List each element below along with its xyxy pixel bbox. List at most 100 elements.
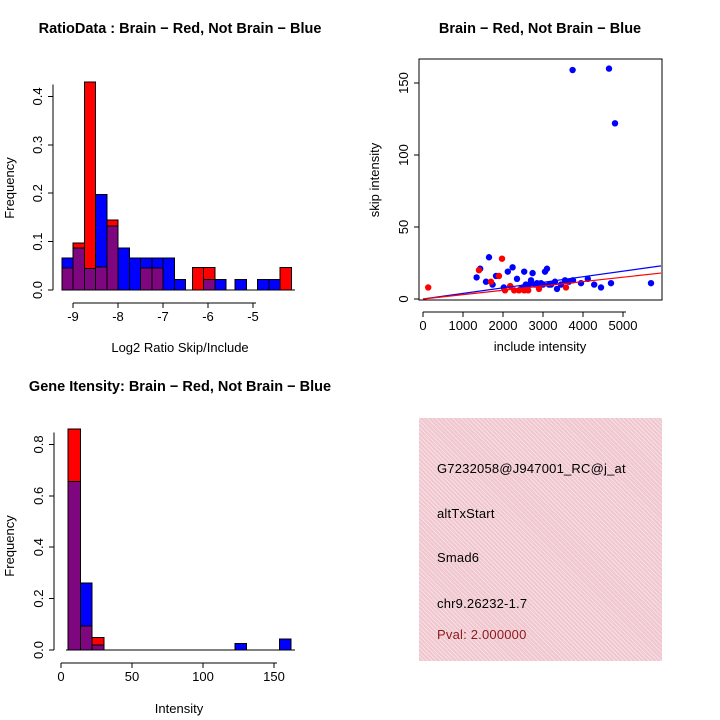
bar-blue (128, 257, 141, 291)
fit-line-blue (422, 265, 662, 300)
y-axis: 0.0 0.1 0.2 0.3 0.4 (30, 84, 54, 299)
x-tick-label: -8 (112, 309, 124, 324)
scatter-point-blue (543, 265, 551, 272)
scatter-point-red (498, 255, 506, 262)
bar-overlap (61, 267, 74, 291)
scatter-point-red (525, 287, 532, 294)
y-tick-label: 100 (396, 144, 411, 166)
scatter-point-blue (647, 279, 655, 287)
locus-text: chr9.26232-1.7 (437, 596, 528, 611)
scatter-point-red (487, 278, 495, 285)
y-axis: 0 50 100 150 (396, 71, 420, 303)
scatter-point-red (562, 284, 570, 291)
y-tick-label: 0.2 (30, 184, 45, 202)
chart-title: Gene Itensity: Brain − Red, Not Brain − … (29, 379, 331, 395)
bar-overlap (106, 225, 119, 291)
event-type-text: altTxStart (437, 506, 495, 521)
bar-overlap (67, 481, 82, 651)
x-axis: -9 -8 -7 -6 -5 (67, 302, 259, 324)
y-axis-title: Frequency (2, 515, 17, 577)
scatter-point-blue (513, 275, 521, 283)
scatter-point-red (425, 284, 432, 291)
y-tick-label: 0.8 (31, 435, 46, 453)
y-tick-label: 0.6 (31, 487, 46, 505)
fit-line-red (422, 272, 662, 300)
y-tick-label: 0 (396, 295, 411, 302)
x-tick-label: 5000 (609, 318, 638, 333)
scatter-point-blue (521, 268, 528, 275)
intensity-scatter-panel: Brain − Red, Not Brain − Blue include int… (367, 21, 663, 354)
y-axis-title: Frequency (2, 157, 17, 219)
x-tick-label: -5 (247, 309, 259, 324)
x-tick-label: 4000 (569, 318, 598, 333)
plot-box (418, 58, 663, 301)
bar-overlap (72, 247, 85, 291)
y-tick-label: 0.4 (30, 87, 45, 105)
bar-overlap (203, 278, 216, 291)
bar-blue (268, 278, 281, 291)
bar-overlap (91, 644, 105, 651)
scatter-point-blue (597, 284, 605, 291)
bar-blue (173, 278, 186, 291)
x-tick-label: 50 (125, 669, 139, 684)
scatter-point-blue (553, 285, 561, 293)
histogram-bars (61, 81, 292, 291)
histogram-bars (67, 428, 292, 651)
chart-title: RatioData : Brain − Red, Not Brain − Blu… (39, 21, 322, 37)
bar-blue (279, 638, 292, 651)
scatter-points (425, 65, 655, 294)
x-tick-label: -6 (202, 309, 214, 324)
scatter-point-blue (607, 279, 615, 287)
scatter-point-red (475, 267, 483, 274)
bar-blue (214, 278, 227, 291)
scatter-point-blue (504, 268, 511, 275)
bar-red (191, 266, 204, 291)
scatter-point-red (495, 272, 503, 280)
info-panel: G7232058@J947001_RC@j_at altTxStart Smad… (419, 418, 662, 661)
scatter-point-red (535, 285, 543, 293)
y-tick-label: 50 (396, 220, 411, 234)
scatter-point-blue (529, 269, 536, 277)
scatter-point-blue (611, 120, 619, 127)
bar-blue (162, 257, 175, 291)
y-tick-label: 0.4 (31, 538, 46, 556)
bar-red (279, 266, 292, 291)
y-tick-label: 0.1 (30, 233, 45, 251)
bar-overlap (95, 266, 108, 291)
x-axis: 0 1000 2000 3000 4000 5000 (419, 311, 638, 333)
gene-name-text: Smad6 (437, 550, 480, 565)
pval-text: Pval: 2.000000 (437, 627, 527, 642)
x-axis: 0 50 100 150 (57, 662, 285, 684)
x-tick-label: 2000 (489, 318, 518, 333)
scatter-point-blue (577, 279, 585, 287)
x-axis-title: Intensity (155, 701, 204, 716)
scatter-point-blue (527, 277, 535, 284)
x-tick-label: 3000 (529, 318, 558, 333)
x-tick-label: -7 (157, 309, 169, 324)
x-tick-label: 0 (57, 669, 64, 684)
probe-id-text: G7232058@J947001_RC@j_at (437, 461, 626, 476)
x-tick-label: -9 (67, 309, 79, 324)
y-tick-label: 0.0 (30, 281, 45, 299)
bar-overlap (80, 625, 93, 651)
scatter-point-blue (605, 65, 613, 72)
chart-title: Brain − Red, Not Brain − Blue (439, 21, 641, 37)
y-tick-label: 0.3 (30, 136, 45, 154)
x-tick-label: 0 (419, 318, 426, 333)
x-tick-label: 1000 (449, 318, 478, 333)
bar-overlap (151, 267, 164, 291)
scatter-point-blue (569, 66, 576, 74)
bar-red (83, 81, 96, 291)
ratio-histogram-panel: RatioData : Brain − Red, Not Brain − Blu… (2, 21, 322, 355)
scatter-point-blue (557, 281, 565, 288)
y-tick-label: 0.0 (31, 641, 46, 659)
y-axis-title: skip intensity (367, 142, 382, 217)
y-tick-label: 150 (396, 72, 411, 94)
bar-overlap (83, 268, 96, 291)
scatter-point-blue (509, 264, 516, 271)
x-tick-label: 150 (263, 669, 285, 684)
scatter-point-blue (485, 254, 493, 261)
scatter-point-blue (591, 281, 598, 288)
bar-blue (234, 643, 247, 651)
y-tick-label: 0.2 (31, 590, 46, 608)
